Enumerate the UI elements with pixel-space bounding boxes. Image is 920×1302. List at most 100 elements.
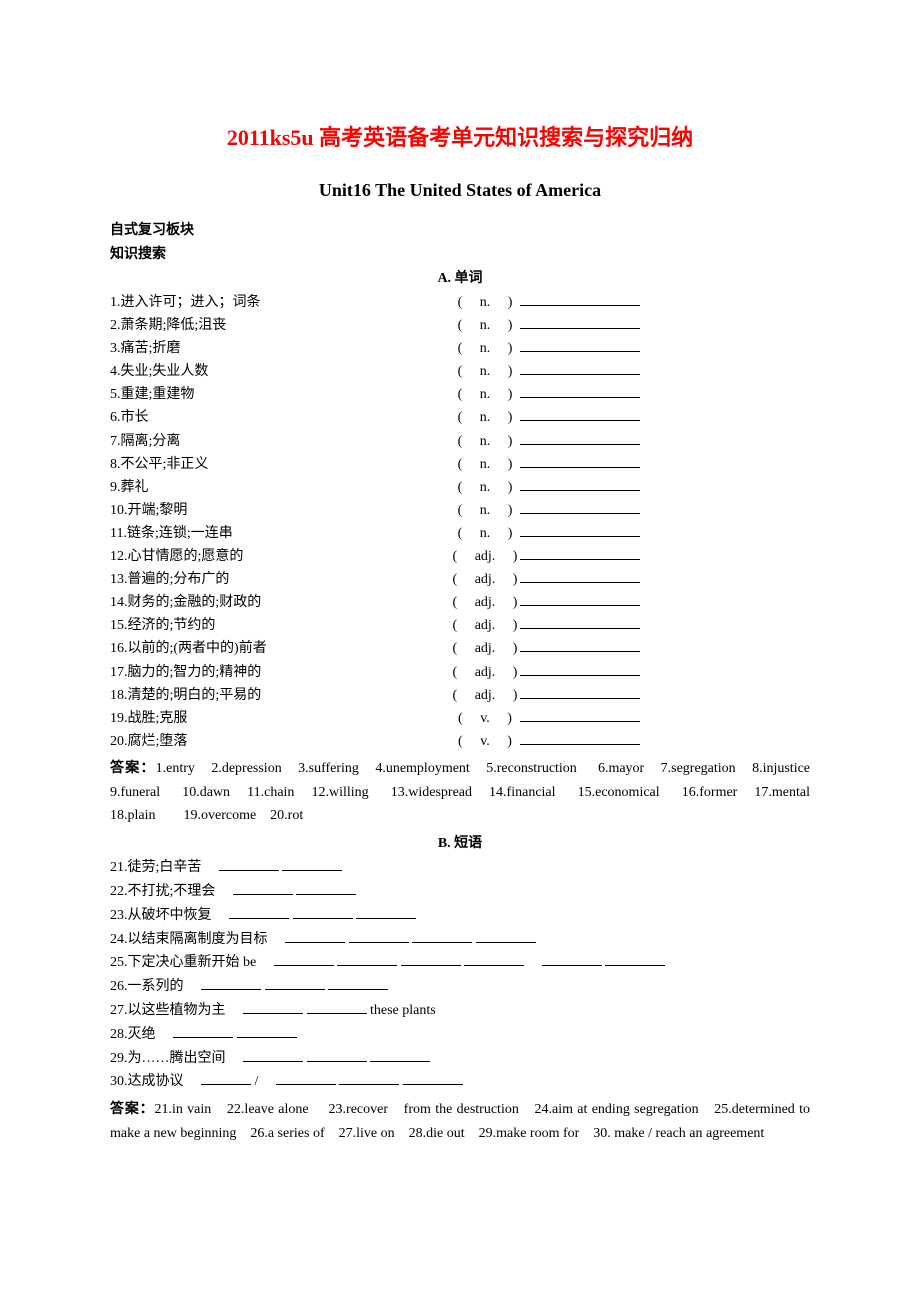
section-fushi: 自式复习板块 (110, 219, 810, 239)
phrase-23-cn: 23.从破坏中恢复 (110, 908, 212, 923)
word-cn: 17.脑力的;智力的;精神的 (110, 661, 450, 684)
answers-b-label: 答案： (110, 1102, 154, 1117)
word-cn: 5.重建;重建物 (110, 383, 450, 406)
word-row: 20.腐烂;堕落( v. ) (110, 730, 810, 753)
blank (229, 904, 289, 919)
answers-b: 答案：21.in vain 22.leave alone 23.recover … (110, 1098, 810, 1146)
word-row: 5.重建;重建物( n. ) (110, 383, 810, 406)
word-blank (520, 406, 810, 429)
word-cn: 6.市长 (110, 406, 450, 429)
blank (274, 951, 334, 966)
word-blank (520, 337, 810, 360)
phrase-list: 21.徒劳;白辛苦 22.不打扰;不理会 23.从破坏中恢复 24.以结束隔离制… (110, 856, 810, 1094)
word-cn: 8.不公平;非正义 (110, 453, 450, 476)
phrase-26-cn: 26.一系列的 (110, 979, 184, 994)
word-cn: 7.隔离;分离 (110, 430, 450, 453)
blank (412, 928, 472, 943)
word-blank (520, 730, 810, 753)
word-cn: 19.战胜;克服 (110, 707, 450, 730)
word-row: 10.开端;黎明( n. ) (110, 499, 810, 522)
phrase-24-cn: 24.以结束隔离制度为目标 (110, 932, 268, 947)
word-blank (520, 568, 810, 591)
word-blank (520, 614, 810, 637)
word-blank (520, 430, 810, 453)
word-blank (520, 707, 810, 730)
blank (293, 904, 353, 919)
blank (307, 1047, 367, 1062)
word-row: 18.清楚的;明白的;平易的( adj. ) (110, 684, 810, 707)
word-blank (520, 591, 810, 614)
blank (605, 951, 665, 966)
phrase-22-cn: 22.不打扰;不理会 (110, 884, 215, 899)
word-pos: ( n. ) (450, 499, 520, 522)
word-row: 1.进入许可；进入；词条( n. ) (110, 291, 810, 314)
word-blank (520, 522, 810, 545)
phrase-30: 30.达成协议 / (110, 1070, 810, 1094)
word-blank (520, 291, 810, 314)
word-pos: ( v. ) (450, 707, 520, 730)
word-cn: 2.萧条期;降低;沮丧 (110, 314, 450, 337)
word-pos: ( adj. ) (450, 637, 520, 660)
document-page: 2011ks5u 高考英语备考单元知识搜索与探究归纳 Unit16 The Un… (0, 0, 920, 1206)
word-pos: ( adj. ) (450, 545, 520, 568)
word-pos: ( n. ) (450, 522, 520, 545)
word-row: 12.心甘情愿的;愿意的( adj. ) (110, 545, 810, 568)
word-blank (520, 360, 810, 383)
word-pos: ( adj. ) (450, 661, 520, 684)
word-cn: 18.清楚的;明白的;平易的 (110, 684, 450, 707)
blank (237, 1023, 297, 1038)
word-row: 14.财务的;金融的;财政的( adj. ) (110, 591, 810, 614)
main-title: 2011ks5u 高考英语备考单元知识搜索与探究归纳 (110, 120, 810, 152)
word-row: 11.链条;连锁;一连串( n. ) (110, 522, 810, 545)
phrase-21-cn: 21.徒劳;白辛苦 (110, 860, 201, 875)
word-row: 2.萧条期;降低;沮丧( n. ) (110, 314, 810, 337)
word-row: 6.市长( n. ) (110, 406, 810, 429)
word-row: 17.脑力的;智力的;精神的( adj. ) (110, 661, 810, 684)
word-pos: ( n. ) (450, 291, 520, 314)
word-cn: 1.进入许可；进入；词条 (110, 291, 450, 314)
word-cn: 4.失业;失业人数 (110, 360, 450, 383)
blank (201, 975, 261, 990)
phrase-28-cn: 28.灭绝 (110, 1027, 156, 1042)
word-row: 15.经济的;节约的( adj. ) (110, 614, 810, 637)
blank (243, 1047, 303, 1062)
phrase-24: 24.以结束隔离制度为目标 (110, 928, 810, 952)
word-row: 13.普遍的;分布广的( adj. ) (110, 568, 810, 591)
blank (243, 999, 303, 1014)
word-cn: 10.开端;黎明 (110, 499, 450, 522)
section-zhishi: 知识搜索 (110, 243, 810, 263)
word-pos: ( n. ) (450, 314, 520, 337)
blank (233, 880, 293, 895)
word-cn: 11.链条;连锁;一连串 (110, 522, 450, 545)
blank (337, 951, 397, 966)
word-blank (520, 499, 810, 522)
phrase-27: 27.以这些植物为主 these plants (110, 999, 810, 1023)
blank (401, 951, 461, 966)
word-blank (520, 684, 810, 707)
word-pos: ( n. ) (450, 453, 520, 476)
blank (296, 880, 356, 895)
word-pos: ( adj. ) (450, 591, 520, 614)
phrase-27-cn: 27.以这些植物为主 (110, 1003, 226, 1018)
word-row: 3.痛苦;折磨( n. ) (110, 337, 810, 360)
answers-a-text: 1.entry 2.depression 3.suffering 4.unemp… (110, 761, 828, 824)
word-cn: 13.普遍的;分布广的 (110, 568, 450, 591)
word-pos: ( n. ) (450, 360, 520, 383)
word-cn: 3.痛苦;折磨 (110, 337, 450, 360)
word-row: 7.隔离;分离( n. ) (110, 430, 810, 453)
phrase-29: 29.为……腾出空间 (110, 1047, 810, 1071)
word-cn: 20.腐烂;堕落 (110, 730, 450, 753)
phrase-23: 23.从破坏中恢复 (110, 904, 810, 928)
word-blank (520, 383, 810, 406)
word-cn: 14.财务的;金融的;财政的 (110, 591, 450, 614)
word-list: 1.进入许可；进入；词条( n. )2.萧条期;降低;沮丧( n. )3.痛苦;… (110, 291, 810, 753)
word-blank (520, 545, 810, 568)
word-row: 8.不公平;非正义( n. ) (110, 453, 810, 476)
word-row: 19.战胜;克服( v. ) (110, 707, 810, 730)
section-a-head: A. 单词 (110, 267, 810, 287)
blank (476, 928, 536, 943)
blank (464, 951, 524, 966)
phrase-25-cn: 25.下定决心重新开始 be (110, 955, 256, 970)
word-blank (520, 314, 810, 337)
phrase-28: 28.灭绝 (110, 1023, 810, 1047)
